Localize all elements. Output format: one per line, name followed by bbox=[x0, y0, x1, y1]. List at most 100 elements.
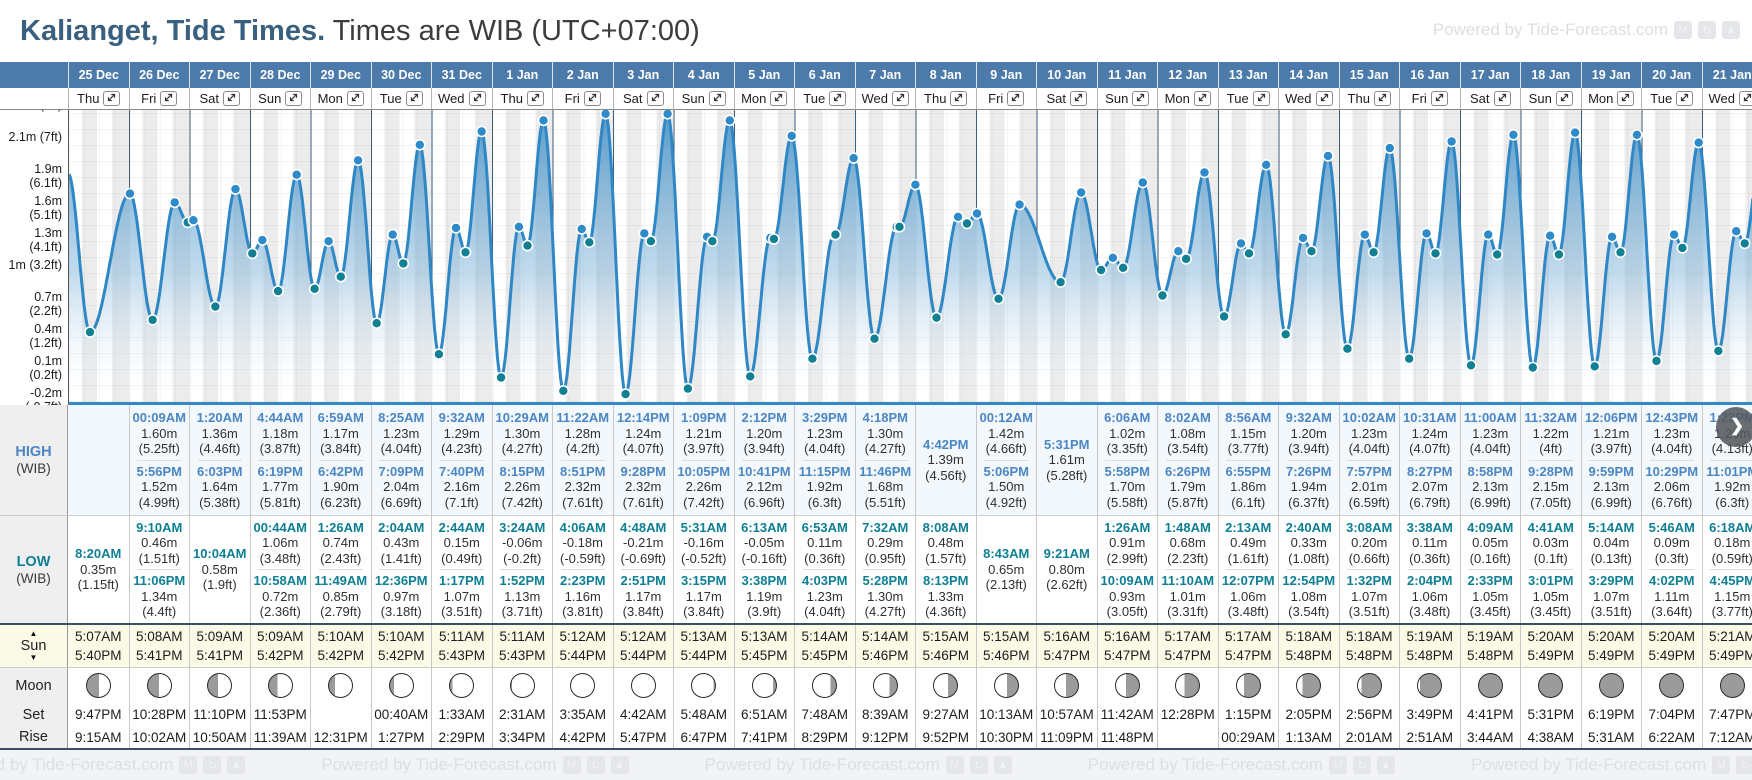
high-tide-point bbox=[661, 110, 674, 120]
moonset-time: 10:28PM bbox=[132, 707, 187, 723]
high-tide-point bbox=[952, 211, 964, 223]
tide-time: 12:43PM bbox=[1645, 410, 1699, 425]
tide-height-m: 1.05m bbox=[1472, 588, 1509, 604]
tide-height-ft: (3.64ft) bbox=[1651, 604, 1693, 619]
day-high-cell: 4:18PM 1.30m (4.27ft) 11:46PM 1.68m (5.51ft) bbox=[854, 405, 915, 515]
expand-day-button[interactable] bbox=[1430, 91, 1448, 106]
day-high-cell: 9:32AM 1.20m (3.94ft) 7:26PM 1.94m (6.37ft) bbox=[1278, 405, 1339, 515]
day-low-cell: 2:44AM 0.15m (0.49ft) 1:17PM 1.07m (3.51ft) bbox=[431, 516, 492, 623]
expand-day-button[interactable] bbox=[1676, 91, 1694, 106]
expand-day-button[interactable] bbox=[770, 91, 788, 106]
tide-time: 11:32AM bbox=[1524, 410, 1578, 425]
day-sun-cell: 5:11AM 5:43PM bbox=[431, 625, 492, 667]
expand-day-button[interactable] bbox=[950, 91, 968, 106]
tide-time: 3:01PM bbox=[1527, 573, 1574, 588]
tide-time: 2:40AM bbox=[1285, 519, 1332, 535]
day-low-cell: 2:04AM 0.43m (1.41ft) 12:36PM 0.97m (3.18ft) bbox=[370, 516, 431, 623]
high-tide-point bbox=[386, 228, 399, 241]
high-tide-entry: 9:28PM 2.32m (7.61ft) bbox=[620, 463, 666, 512]
high-tide-entry: 10:31AM 1.24m (4.07ft) bbox=[1403, 409, 1456, 458]
day-low-cell: 4:48AM -0.21m (-0.69ft) 2:51PM 1.17m (3.84ft) bbox=[612, 516, 673, 623]
expand-icon bbox=[226, 91, 237, 106]
tide-height-m: 0.68m bbox=[1169, 535, 1206, 550]
high-tide-entry: 11:15PM 1.92m (6.3ft) bbox=[799, 463, 851, 512]
moonset-time: 4:42AM bbox=[619, 707, 667, 723]
expand-day-button[interactable] bbox=[1007, 91, 1025, 106]
tide-height-ft: (3.54ft) bbox=[1167, 441, 1209, 456]
expand-day-button[interactable] bbox=[103, 91, 121, 106]
expand-day-button[interactable] bbox=[468, 91, 486, 106]
low-tide-entry: 5:31AM -0.16m (-0.52ft) bbox=[681, 519, 727, 568]
expand-day-button[interactable] bbox=[1252, 91, 1270, 106]
date-cell-5-Jan: 5 Jan bbox=[733, 62, 795, 88]
tide-time: 7:32AM bbox=[862, 519, 909, 535]
expand-day-button[interactable] bbox=[1315, 91, 1333, 106]
tide-height-m: 1.06m bbox=[1411, 588, 1448, 604]
high-tide-entry: 4:44AM 1.18m (3.87ft) bbox=[257, 409, 303, 458]
moonset-time: 3:49PM bbox=[1406, 707, 1454, 723]
next-page-button[interactable]: ❯ bbox=[1716, 407, 1752, 447]
moonset-time: 00:40AM bbox=[374, 707, 429, 723]
low-tide-entry: 10:04AM 0.58m (1.9ft) bbox=[193, 545, 246, 594]
high-tide-point bbox=[723, 114, 736, 127]
expand-icon bbox=[1559, 91, 1570, 106]
expand-day-button[interactable] bbox=[1739, 91, 1752, 106]
expand-day-button[interactable] bbox=[1493, 91, 1511, 106]
powered-by-watermark: Powered by Tide-Forecast.com M ↻ ▲ bbox=[1433, 20, 1740, 40]
tide-height-m: 1.61m bbox=[1048, 452, 1085, 468]
entry-divider bbox=[1407, 569, 1452, 570]
expand-day-button[interactable] bbox=[405, 91, 423, 106]
expand-day-button[interactable] bbox=[1132, 91, 1150, 106]
sunset-time: 5:46PM bbox=[982, 648, 1030, 663]
expand-icon bbox=[953, 91, 964, 106]
expand-day-button[interactable] bbox=[160, 91, 178, 106]
expand-day-button[interactable] bbox=[285, 91, 303, 106]
expand-day-button[interactable] bbox=[892, 91, 909, 106]
day-low-cell: 5:46AM 0.09m (0.3ft) 4:02PM 1.11m (3.64ft) bbox=[1641, 516, 1702, 623]
high-tide-point bbox=[1420, 227, 1433, 240]
expand-day-button[interactable] bbox=[1193, 91, 1211, 106]
tide-height-ft: (3.84ft) bbox=[683, 604, 725, 619]
expand-day-button[interactable] bbox=[1617, 91, 1635, 106]
day-high-cell: 00:09AM 1.60m (5.25ft) 5:56PM 1.52m (4.99ft) bbox=[128, 405, 189, 515]
date-cell-19-Jan: 19 Jan bbox=[1580, 62, 1642, 88]
day-high-cell: 12:14PM 1.24m (4.07ft) 9:28PM 2.32m (7.61ft) bbox=[612, 405, 673, 515]
high-tide-point bbox=[1260, 158, 1272, 171]
weekday-label: Wed bbox=[1285, 91, 1312, 106]
day-high-cell: 4:42PM 1.39m (4.56ft) bbox=[915, 405, 976, 515]
tide-time: 3:24AM bbox=[499, 519, 546, 535]
expand-day-button[interactable] bbox=[346, 91, 364, 106]
tide-height-ft: (3.84ft) bbox=[622, 604, 664, 619]
tide-time: 4:42PM bbox=[922, 436, 969, 452]
high-tide-entry: 6:42PM 1.90m (6.23ft) bbox=[318, 463, 364, 512]
expand-day-button[interactable] bbox=[708, 91, 726, 106]
moonrise-time: 2:51AM bbox=[1406, 729, 1454, 745]
sunrise-time: 5:14AM bbox=[861, 629, 909, 644]
high-tide-point bbox=[168, 196, 181, 209]
expand-day-button[interactable] bbox=[829, 91, 847, 106]
high-tide-point bbox=[322, 235, 335, 247]
expand-day-button[interactable] bbox=[1070, 91, 1087, 106]
sunset-time: 5:47PM bbox=[1043, 648, 1091, 663]
tide-time: 2:23PM bbox=[559, 573, 606, 588]
moon-icon-wrap bbox=[1356, 668, 1382, 703]
tide-height-ft: (6.96ft) bbox=[743, 494, 785, 510]
moon-phase-icon bbox=[267, 673, 293, 699]
expand-day-button[interactable] bbox=[526, 91, 544, 106]
day-sun-cell: 5:12AM 5:44PM bbox=[552, 625, 613, 667]
expand-day-button[interactable] bbox=[1555, 91, 1573, 106]
expand-icon bbox=[530, 91, 541, 106]
expand-day-button[interactable] bbox=[583, 91, 601, 106]
tide-time: 7:40PM bbox=[438, 463, 485, 479]
expand-day-button[interactable] bbox=[1373, 91, 1391, 106]
low-tide-entry: 12:07PM 1.06m (3.48ft) bbox=[1222, 572, 1275, 621]
tide-height-ft: (4.27ft) bbox=[501, 441, 543, 456]
expand-day-button[interactable] bbox=[223, 91, 240, 106]
day-low-cell: 4:41AM 0.03m (0.1ft) 3:01PM 1.05m (3.45ft) bbox=[1520, 516, 1581, 623]
day-sun-cell: 5:18AM 5:48PM bbox=[1278, 625, 1339, 667]
expand-day-button[interactable] bbox=[646, 91, 664, 106]
tide-height-m: 1.07m bbox=[1593, 588, 1630, 604]
tide-height-ft: (2.99ft) bbox=[1106, 550, 1148, 566]
tide-height-m: 1.64m bbox=[201, 479, 238, 494]
moon-icon-wrap bbox=[1235, 668, 1261, 703]
